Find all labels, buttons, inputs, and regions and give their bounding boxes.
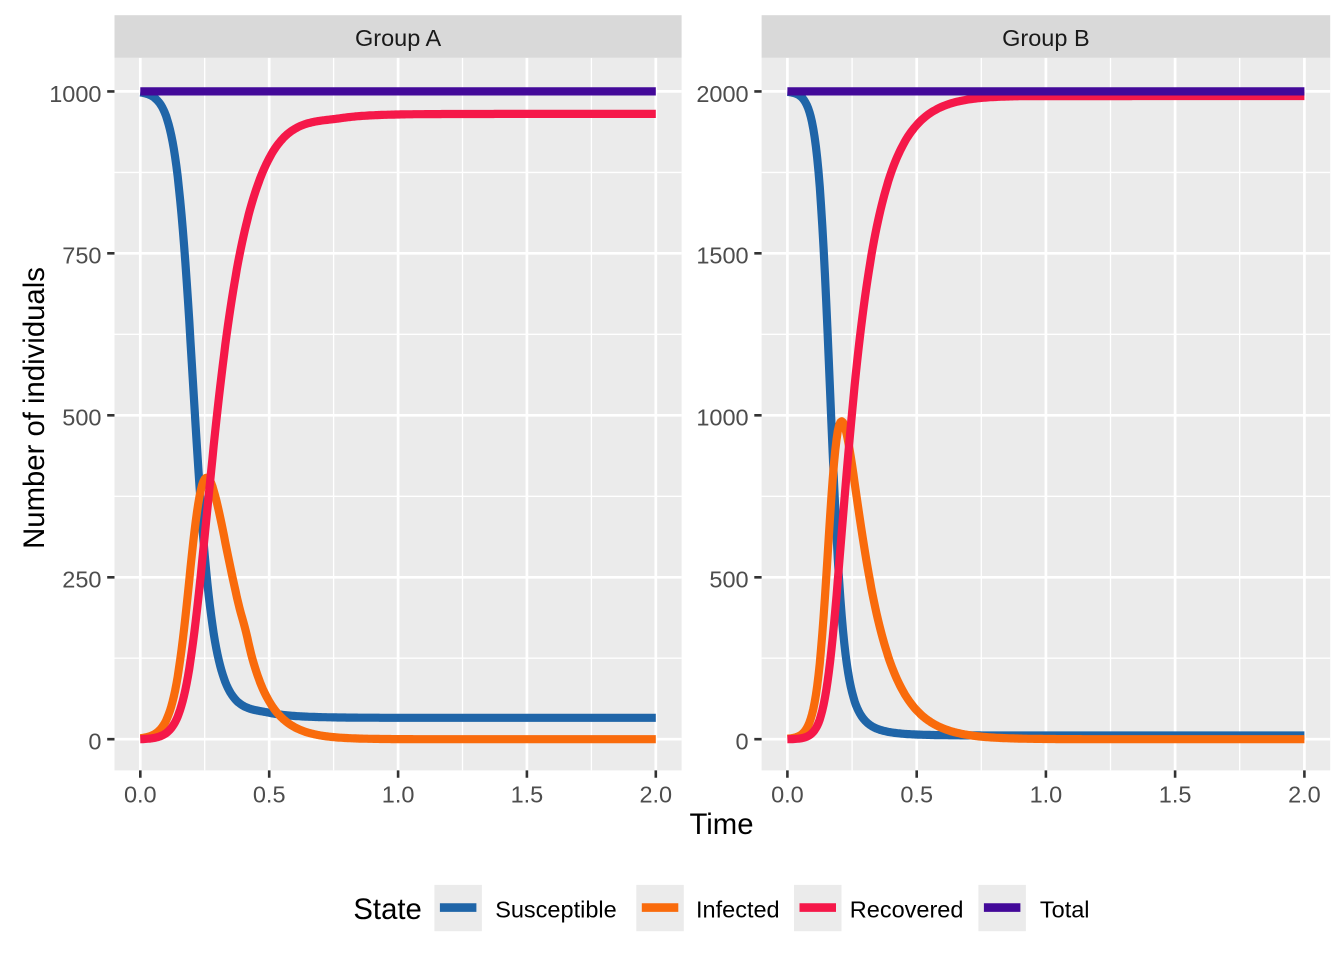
svg-text:250: 250 <box>62 567 101 593</box>
svg-text:1.0: 1.0 <box>1030 782 1063 808</box>
svg-text:0: 0 <box>88 729 101 755</box>
svg-text:0: 0 <box>736 729 749 755</box>
svg-text:2000: 2000 <box>696 81 748 107</box>
svg-text:0.0: 0.0 <box>124 782 157 808</box>
svg-text:1000: 1000 <box>696 405 748 431</box>
svg-text:Time: Time <box>689 808 753 841</box>
svg-text:Infected: Infected <box>696 897 780 923</box>
svg-text:1.0: 1.0 <box>382 782 415 808</box>
svg-text:Susceptible: Susceptible <box>495 897 617 923</box>
svg-text:0.0: 0.0 <box>771 782 804 808</box>
svg-text:500: 500 <box>709 567 748 593</box>
svg-text:2.0: 2.0 <box>1288 782 1321 808</box>
svg-text:0.5: 0.5 <box>253 782 286 808</box>
svg-text:1000: 1000 <box>49 81 101 107</box>
svg-text:500: 500 <box>62 405 101 431</box>
svg-text:0.5: 0.5 <box>900 782 933 808</box>
svg-text:Total: Total <box>1040 897 1090 923</box>
svg-text:1.5: 1.5 <box>1159 782 1192 808</box>
svg-text:Recovered: Recovered <box>850 897 964 923</box>
svg-text:Group B: Group B <box>1002 25 1090 51</box>
svg-text:1500: 1500 <box>696 243 748 269</box>
svg-text:Number of individuals: Number of individuals <box>18 267 51 549</box>
svg-text:State: State <box>353 893 421 926</box>
svg-text:750: 750 <box>62 243 101 269</box>
svg-text:2.0: 2.0 <box>639 782 672 808</box>
svg-text:Group A: Group A <box>355 25 442 51</box>
svg-text:1.5: 1.5 <box>511 782 544 808</box>
